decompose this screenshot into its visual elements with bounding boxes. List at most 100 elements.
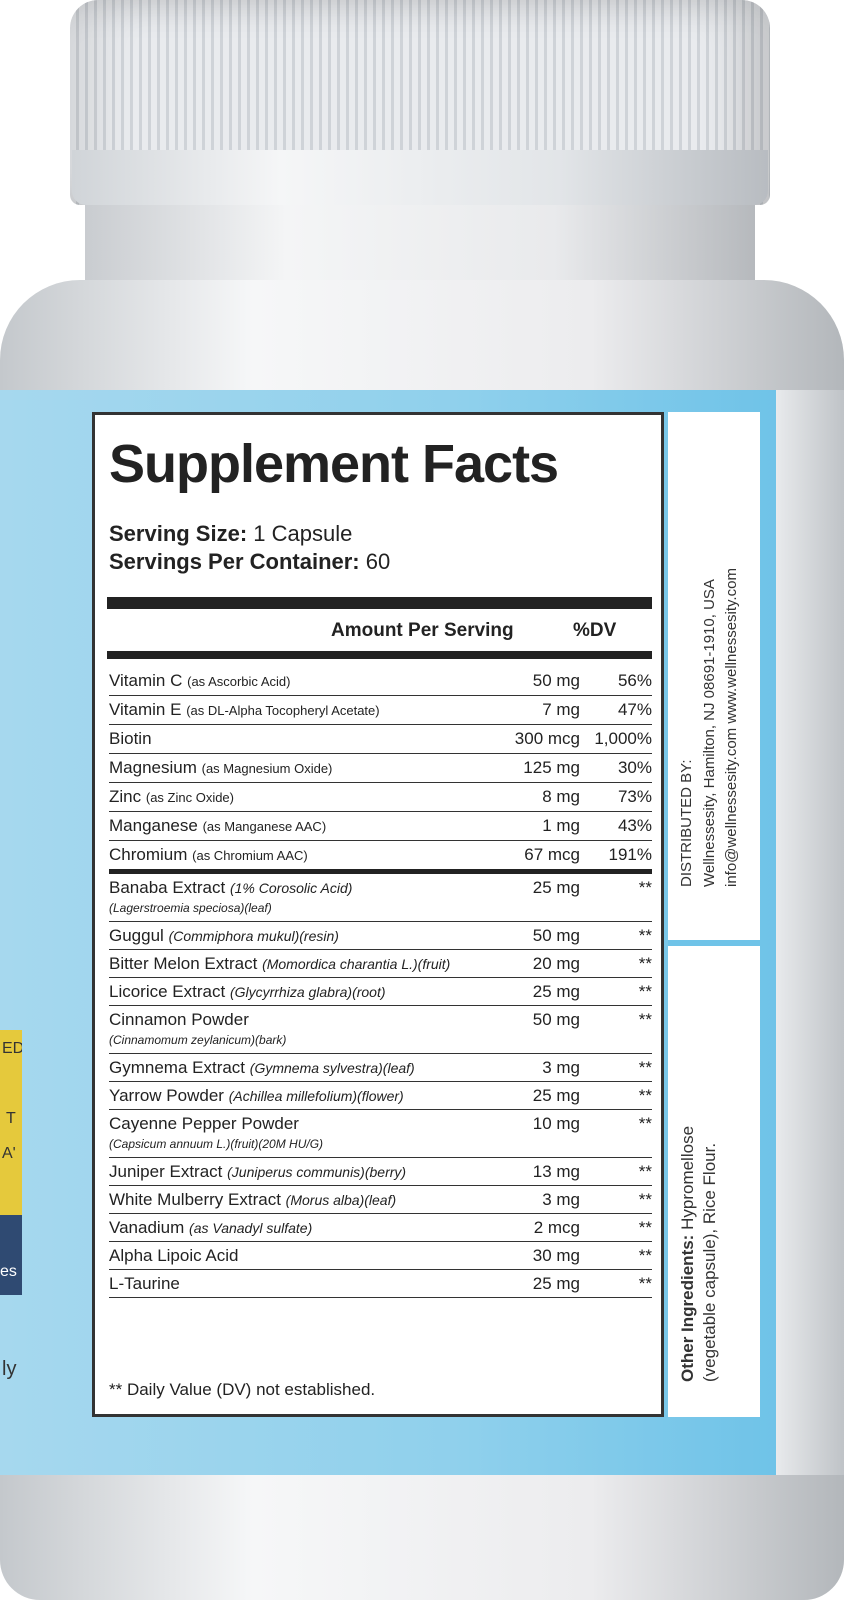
nutrient-name-cell: Vitamin C (as Ascorbic Acid) <box>109 671 480 692</box>
nutrient-dv: ** <box>638 1274 652 1293</box>
nutrient-name-cell: Cinnamon Powder (Cinnamomum zeylanicum)(… <box>109 1010 480 1050</box>
fragment-text: ED <box>2 1040 22 1057</box>
servings-per-container: Servings Per Container: 60 <box>109 549 390 575</box>
nutrient-amount: 2 mcg <box>533 1218 580 1237</box>
nutrient-name-cell: Zinc (as Zinc Oxide) <box>109 787 480 808</box>
nutrient-dv: ** <box>638 1058 652 1077</box>
fragment-text: T <box>6 1110 16 1127</box>
nutrient-name: Gymnema Extract <box>109 1058 246 1077</box>
nutrient-name-cell: L-Taurine <box>109 1274 480 1294</box>
nutrient-name: Alpha Lipoic Acid <box>109 1246 239 1265</box>
nutrient-row: Chromium (as Chromium AAC) 67 mcg 191% <box>109 841 652 874</box>
nutrient-name: Vitamin E <box>109 700 182 719</box>
nutrient-name-cell: White Mulberry Extract (Morus alba)(leaf… <box>109 1190 480 1210</box>
nutrient-dv: 191% <box>608 845 652 864</box>
nutrient-name: Bitter Melon Extract <box>109 954 258 973</box>
nutrient-dv: ** <box>638 926 652 945</box>
nutrient-name-cell: Manganese (as Manganese AAC) <box>109 816 480 837</box>
nutrient-table: Vitamin C (as Ascorbic Acid) 50 mg 56% Vita… <box>109 667 652 1298</box>
nutrient-detail: (as Magnesium Oxide) <box>201 761 333 776</box>
fragment-text: ly <box>2 1358 17 1380</box>
nutrient-amount: 50 mg <box>532 671 580 690</box>
nutrient-amount: 25 mg <box>532 1086 580 1105</box>
nutrient-amount: 25 mg <box>532 1274 580 1293</box>
nutrient-name-cell: Juniper Extract (Juniperus communis)(ber… <box>109 1162 480 1182</box>
nutrient-row: Vitamin C (as Ascorbic Acid) 50 mg 56% <box>109 667 652 696</box>
nutrient-dv: ** <box>638 1086 652 1105</box>
facts-title: Supplement Facts <box>109 434 559 494</box>
side-panel: Other Ingredients: Hypromellose (vegetab… <box>668 412 760 1417</box>
nutrient-dv: ** <box>638 954 652 973</box>
nutrient-amount: 125 mg <box>523 758 580 777</box>
nutrient-name: Licorice Extract <box>109 982 226 1001</box>
nutrient-row: Zinc (as Zinc Oxide) 8 mg 73% <box>109 783 652 812</box>
front-label-navy-fragment: es <box>0 1215 22 1295</box>
nutrient-row: Bitter Melon Extract (Momordica charanti… <box>109 950 652 978</box>
nutrient-name: Banaba Extract <box>109 878 226 897</box>
nutrient-source: (Lagerstroemia speciosa)(leaf) <box>109 901 272 915</box>
nutrient-name: Yarrow Powder <box>109 1086 224 1105</box>
nutrient-dv: ** <box>638 1010 652 1029</box>
nutrient-row: Vanadium (as Vanadyl sulfate) 2 mcg ** <box>109 1214 652 1242</box>
nutrient-dv: ** <box>638 1162 652 1181</box>
nutrient-detail: (as Manganese AAC) <box>202 819 327 834</box>
nutrient-name-cell: Vitamin E (as DL-Alpha Tocopheryl Acetat… <box>109 700 480 721</box>
nutrient-row: Manganese (as Manganese AAC) 1 mg 43% <box>109 812 652 841</box>
nutrient-name-cell: Magnesium (as Magnesium Oxide) <box>109 758 480 779</box>
nutrient-amount: 50 mg <box>532 1010 580 1029</box>
other-ingredients-line1: Other Ingredients: Hypromellose <box>678 1126 698 1382</box>
nutrient-dv: ** <box>638 1218 652 1237</box>
nutrient-detail: (as Ascorbic Acid) <box>187 674 291 689</box>
nutrient-detail: (Commiphora mukul)(resin) <box>168 928 339 944</box>
nutrient-detail: (1% Corosolic Acid) <box>229 880 353 896</box>
supplement-facts-panel: Supplement Facts Serving Size: 1 Capsule… <box>92 412 664 1417</box>
serving-size: Serving Size: 1 Capsule <box>109 521 352 547</box>
nutrient-row: Magnesium (as Magnesium Oxide) 125 mg 30% <box>109 754 652 783</box>
other-ingredients-label: Other Ingredients: <box>678 1234 697 1382</box>
nutrient-name-cell: Cayenne Pepper Powder (Capsicum annuum L… <box>109 1114 480 1154</box>
nutrient-row: Alpha Lipoic Acid 30 mg ** <box>109 1242 652 1270</box>
nutrient-name: Chromium <box>109 845 188 864</box>
nutrient-dv: ** <box>638 982 652 1001</box>
nutrient-detail: (Morus alba)(leaf) <box>285 1192 397 1208</box>
header-divider <box>107 651 652 659</box>
label-edge <box>776 390 844 1475</box>
nutrient-amount: 1 mg <box>542 816 580 835</box>
nutrient-detail: (as Vanadyl sulfate) <box>189 1220 313 1236</box>
nutrient-amount: 300 mcg <box>514 729 580 748</box>
nutrient-row: Licorice Extract (Glycyrrhiza glabra)(ro… <box>109 978 652 1006</box>
nutrient-dv: ** <box>638 1246 652 1265</box>
nutrient-amount: 67 mcg <box>524 845 580 864</box>
distributor-contact: info@wellnessesity.com www.wellnessesity… <box>723 568 740 887</box>
side-accent-bar <box>668 940 760 946</box>
nutrient-name: Cayenne Pepper Powder <box>109 1114 299 1133</box>
thick-divider <box>107 597 652 609</box>
nutrient-amount: 3 mg <box>542 1058 580 1077</box>
nutrient-dv: ** <box>638 878 652 897</box>
nutrient-name: Juniper Extract <box>109 1162 223 1181</box>
nutrient-amount: 3 mg <box>542 1190 580 1209</box>
nutrient-dv: 56% <box>617 671 652 690</box>
distributed-by: DISTRIBUTED BY: <box>678 759 695 887</box>
nutrient-name-cell: Biotin <box>109 729 480 750</box>
nutrient-name: Guggul <box>109 926 164 945</box>
nutrient-row: Biotin 300 mcg 1,000% <box>109 725 652 754</box>
amount-header: Amount Per Serving <box>331 620 514 641</box>
other-ingredients-value: Hypromellose <box>678 1125 697 1230</box>
nutrient-detail: (Momordica charantia L.)(fruit) <box>262 956 451 972</box>
nutrient-dv: 30% <box>617 758 652 777</box>
nutrient-name: Vitamin C <box>109 671 183 690</box>
nutrient-name: L-Taurine <box>109 1274 180 1293</box>
nutrient-name: Zinc <box>109 787 142 806</box>
nutrient-name-cell: Guggul (Commiphora mukul)(resin) <box>109 926 480 946</box>
dv-header: %DV <box>573 620 617 641</box>
nutrient-detail: (Glycyrrhiza glabra)(root) <box>229 984 386 1000</box>
nutrient-amount: 8 mg <box>542 787 580 806</box>
nutrient-name-cell: Banaba Extract (1% Corosolic Acid) (Lager… <box>109 878 480 918</box>
front-label-yellow-fragment: ED T A' <box>0 1030 22 1215</box>
nutrient-row: White Mulberry Extract (Morus alba)(leaf… <box>109 1186 652 1214</box>
distributor-address: Wellnessesity, Hamilton, NJ 08691-1910, … <box>701 579 718 887</box>
nutrient-source: (Capsicum annuum L.)(fruit)(20M HU/G) <box>109 1137 324 1151</box>
other-ingredients-line2: (vegetable capsule), Rice Flour. <box>700 1142 719 1382</box>
nutrient-row: Banaba Extract (1% Corosolic Acid) (Lager… <box>109 874 652 922</box>
